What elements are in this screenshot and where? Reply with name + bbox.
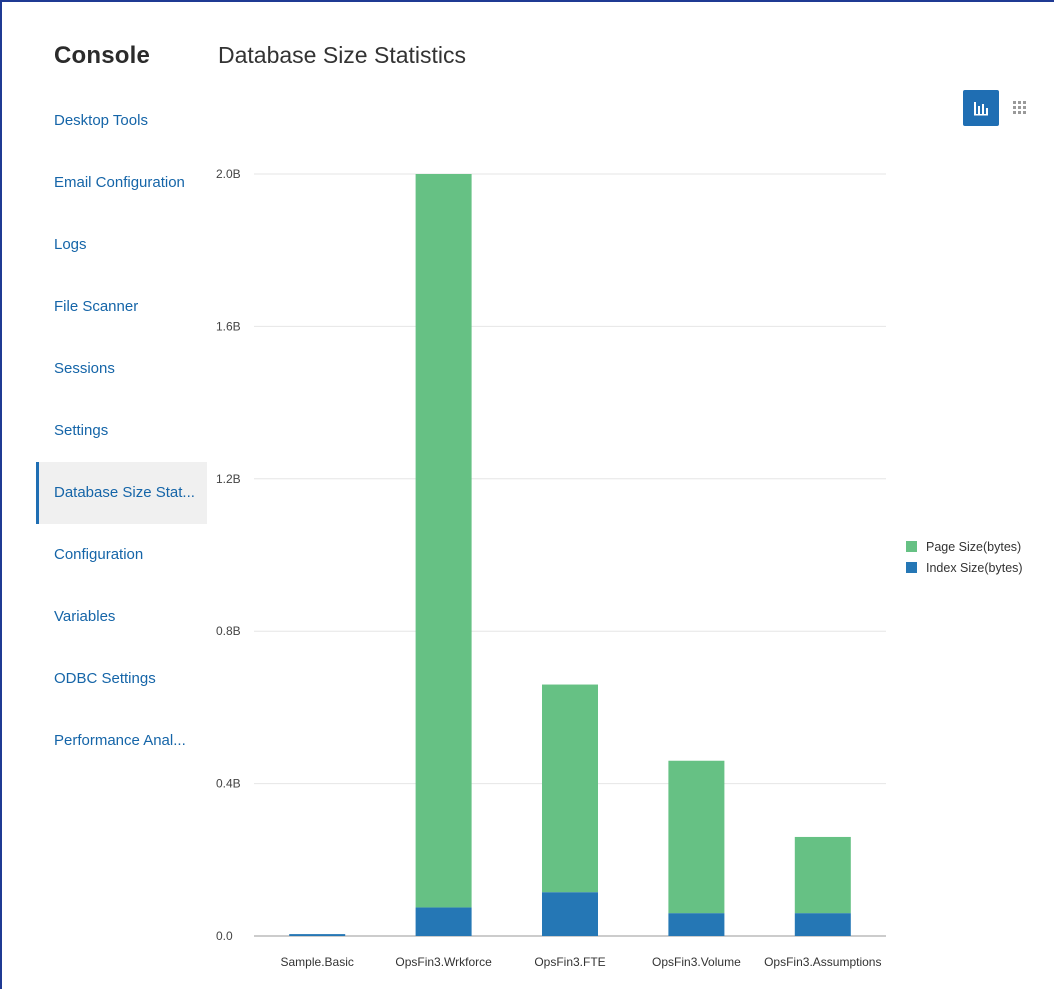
sidebar-item-desktop-tools[interactable]: Desktop Tools (54, 112, 148, 129)
bar-chart-icon (974, 102, 988, 116)
chart-svg: 0.0 0.4B 0.8B 1.2B 1.6B 2.0B Sample.Basic OpsFi… (216, 167, 886, 969)
grid-icon (1013, 101, 1026, 114)
x-category-label: OpsFin3.Wrkforce (395, 955, 492, 969)
sidebar-item-performance-analyzer[interactable]: Performance Anal... (54, 732, 186, 749)
database-size-chart: 0.0 0.4B 0.8B 1.2B 1.6B 2.0B Sample.Basic OpsFi… (210, 150, 1056, 985)
legend-item-index-size[interactable]: Index Size(bytes) (906, 557, 1023, 578)
y-tick-label: 1.2B (216, 472, 241, 486)
chart-view-button[interactable] (963, 90, 999, 126)
legend-label-index-size: Index Size(bytes) (926, 560, 1023, 575)
legend-swatch-index-size (906, 562, 917, 573)
console-title: Console (54, 42, 151, 69)
bar-index-size[interactable] (794, 913, 851, 936)
legend-label-page-size: Page Size(bytes) (926, 539, 1022, 554)
y-tick-label: 0.4B (216, 777, 241, 791)
bar-index-size[interactable] (668, 913, 725, 936)
y-tick-label: 0.8B (216, 624, 241, 638)
bar-page-size[interactable] (668, 760, 725, 914)
bar-page-size[interactable] (542, 684, 598, 893)
chart-legend: Page Size(bytes) Index Size(bytes) (906, 536, 1023, 578)
bar-index-size[interactable] (542, 892, 598, 936)
x-category-label: OpsFin3.Volume (652, 955, 741, 969)
legend-item-page-size[interactable]: Page Size(bytes) (906, 536, 1023, 557)
bar-page-size[interactable] (794, 836, 851, 914)
sidebar-item-sessions[interactable]: Sessions (54, 360, 115, 377)
y-tick-label: 1.6B (216, 319, 241, 333)
sidebar-item-database-size-statistics[interactable]: Database Size Stat... (36, 462, 207, 524)
sidebar-item-logs[interactable]: Logs (54, 236, 87, 253)
sidebar-item-settings[interactable]: Settings (54, 422, 109, 439)
sidebar-item-odbc-settings[interactable]: ODBC Settings (54, 670, 156, 687)
legend-swatch-page-size (906, 541, 917, 552)
bar-index-size[interactable] (415, 907, 472, 936)
sidebar-item-configuration[interactable]: Configuration (54, 546, 144, 563)
x-category-label: Sample.Basic (281, 955, 354, 969)
y-tick-label: 2.0B (216, 167, 241, 181)
bar-page-size[interactable] (415, 174, 472, 908)
sidebar-item-file-scanner[interactable]: File Scanner (54, 298, 139, 315)
x-category-label: OpsFin3.Assumptions (764, 955, 881, 969)
y-tick-label: 0.0 (216, 929, 233, 943)
sidebar-nav: Desktop Tools Email Configuration Logs F… (36, 90, 207, 772)
x-category-label: OpsFin3.FTE (534, 955, 605, 969)
grid-view-button[interactable] (1008, 90, 1032, 126)
sidebar-item-email-configuration[interactable]: Email Configuration (54, 174, 185, 191)
bar-index-size[interactable] (289, 934, 346, 936)
page-title: Database Size Statistics (218, 42, 467, 68)
sidebar-item-variables[interactable]: Variables (54, 608, 116, 625)
